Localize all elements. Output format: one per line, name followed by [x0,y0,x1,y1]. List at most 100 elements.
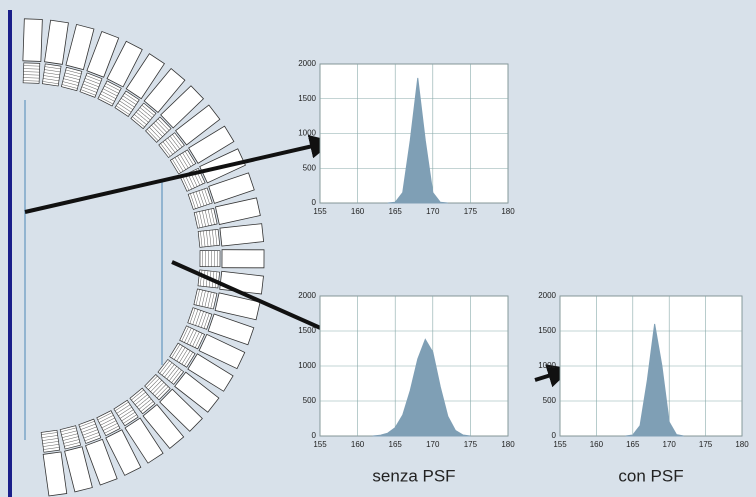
detector [130,68,186,130]
y-tick-label: 500 [543,396,557,405]
module [187,353,234,392]
y-tick-label: 500 [303,163,317,172]
module [219,270,264,295]
module [174,371,220,413]
crystal [199,250,221,268]
x-tick-label: 155 [313,207,327,216]
y-tick-label: 0 [312,198,317,207]
crystal [79,72,103,98]
crystal [97,80,122,107]
caption: senza PSF [372,466,455,485]
x-tick-label: 170 [663,440,677,449]
crystal [187,307,213,330]
x-tick-label: 165 [389,207,403,216]
module [214,197,261,225]
x-tick-label: 160 [590,440,604,449]
crystal [41,63,62,87]
y-tick-label: 1000 [298,129,316,138]
crystal [197,228,221,248]
x-tick-label: 175 [464,440,478,449]
module [42,451,68,497]
crystal [114,90,140,117]
detector [129,387,185,449]
module [207,313,255,346]
crystal [129,387,156,415]
detector [197,223,265,248]
module [22,18,43,62]
module [159,388,203,432]
module [44,19,69,65]
scanner-ring [22,18,265,497]
crystal [145,116,172,143]
crystal [40,429,61,453]
y-tick-label: 0 [552,431,557,440]
detector [169,125,235,175]
module [105,429,142,476]
detector [187,307,255,346]
crystal [179,325,206,350]
x-tick-label: 165 [626,440,640,449]
detector [22,18,43,84]
module [221,249,265,269]
module [143,68,186,113]
x-tick-label: 170 [426,207,440,216]
crystal [193,207,218,229]
y-tick-label: 1500 [538,326,556,335]
module [64,446,93,493]
module [208,172,255,204]
x-tick-label: 180 [735,440,749,449]
crystal [130,102,157,130]
detector [60,23,95,92]
detector [79,30,120,98]
crystal [169,342,196,368]
crystal [158,132,185,159]
module [188,125,235,164]
detector [114,53,165,117]
caption: con PSF [618,466,683,485]
crystal [169,149,197,175]
x-tick-label: 165 [389,440,403,449]
histogram [625,323,684,437]
detector [145,85,205,143]
x-tick-label: 160 [351,440,365,449]
detector [144,374,203,432]
detector [41,19,69,87]
crystal [157,358,185,385]
x-tick-label: 170 [426,440,440,449]
detector [96,410,142,476]
y-tick-label: 2000 [538,291,556,300]
x-tick-label: 175 [699,440,713,449]
histogram [387,77,448,204]
arrow [171,260,351,343]
module [124,417,164,464]
detector [97,40,143,107]
detector [157,358,220,413]
detector [59,425,93,493]
detector [193,197,261,229]
detector [158,104,221,159]
module [214,292,261,321]
detector [193,288,261,321]
module [198,333,246,370]
y-tick-label: 2000 [298,291,316,300]
module [142,403,185,449]
crystal [113,399,139,427]
x-tick-label: 160 [351,207,365,216]
crystal [59,425,82,450]
y-tick-label: 1500 [298,94,316,103]
y-tick-label: 1000 [298,361,316,370]
y-tick-label: 2000 [298,59,316,68]
crystal [144,374,171,401]
x-tick-label: 180 [501,440,515,449]
crystal [78,418,102,444]
arrow [24,134,334,214]
module [85,438,118,486]
module [65,23,95,71]
crystal [96,410,121,437]
crystal [187,187,213,210]
module [175,104,221,146]
y-tick-label: 500 [303,396,317,405]
y-tick-label: 1000 [538,361,556,370]
arrow [534,364,572,388]
